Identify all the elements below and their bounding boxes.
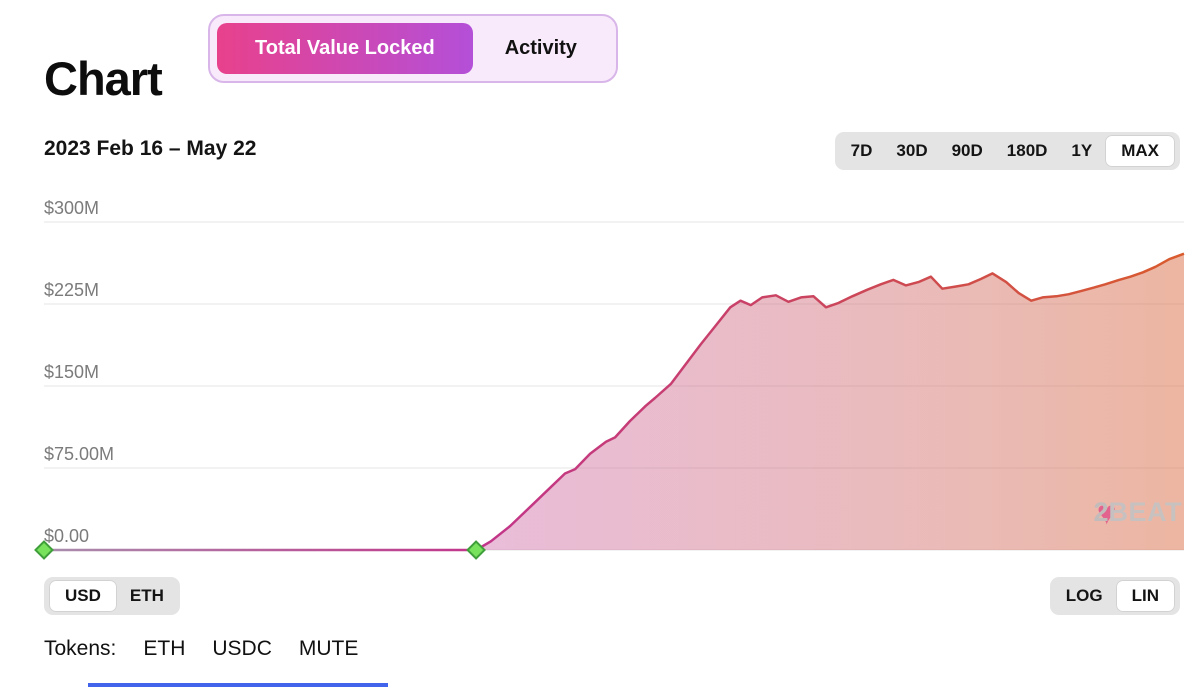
tab-activity[interactable]: Activity	[473, 23, 609, 74]
token-mute[interactable]: MUTE	[298, 637, 359, 660]
chart-type-tabs: Total Value Locked Activity	[208, 14, 618, 83]
currency-eth[interactable]: ETH	[119, 580, 175, 612]
token-eth[interactable]: ETH	[143, 637, 186, 660]
chart-canvas[interactable]	[34, 190, 1185, 570]
tokens-row: Tokens: ETH USDC MUTE	[44, 637, 358, 661]
currency-toggle: USD ETH	[44, 577, 180, 615]
time-range-selector: 7D 30D 90D 180D 1Y MAX	[834, 132, 1180, 170]
page-title: Chart	[44, 52, 163, 106]
y-axis-tick: $150M	[44, 362, 100, 382]
range-180d[interactable]: 180D	[996, 135, 1059, 167]
tokens-label: Tokens:	[44, 637, 117, 660]
token-usdc[interactable]: USDC	[212, 637, 272, 660]
range-30d[interactable]: 30D	[885, 135, 938, 167]
bottom-accent-bar	[88, 683, 388, 687]
tab-total-value-locked[interactable]: Total Value Locked	[217, 23, 473, 74]
scale-log[interactable]: LOG	[1055, 580, 1114, 612]
scale-lin[interactable]: LIN	[1115, 580, 1175, 612]
tvl-area-chart[interactable]: $300M $225M $150M $75.00M $0.00 ♥ 2 BEAT	[34, 190, 1185, 570]
y-axis-tick: $225M	[44, 280, 100, 300]
range-1y[interactable]: 1Y	[1060, 135, 1103, 167]
range-90d[interactable]: 90D	[941, 135, 994, 167]
scale-toggle: LOG LIN	[1049, 577, 1180, 615]
y-axis-tick: $75.00M	[44, 444, 115, 464]
range-7d[interactable]: 7D	[840, 135, 884, 167]
date-range-label: 2023 Feb 16 – May 22	[44, 137, 257, 160]
y-axis-tick: $300M	[44, 198, 100, 218]
range-max[interactable]: MAX	[1105, 135, 1175, 167]
currency-usd[interactable]: USD	[49, 580, 117, 612]
y-axis-tick: $0.00	[44, 526, 90, 546]
